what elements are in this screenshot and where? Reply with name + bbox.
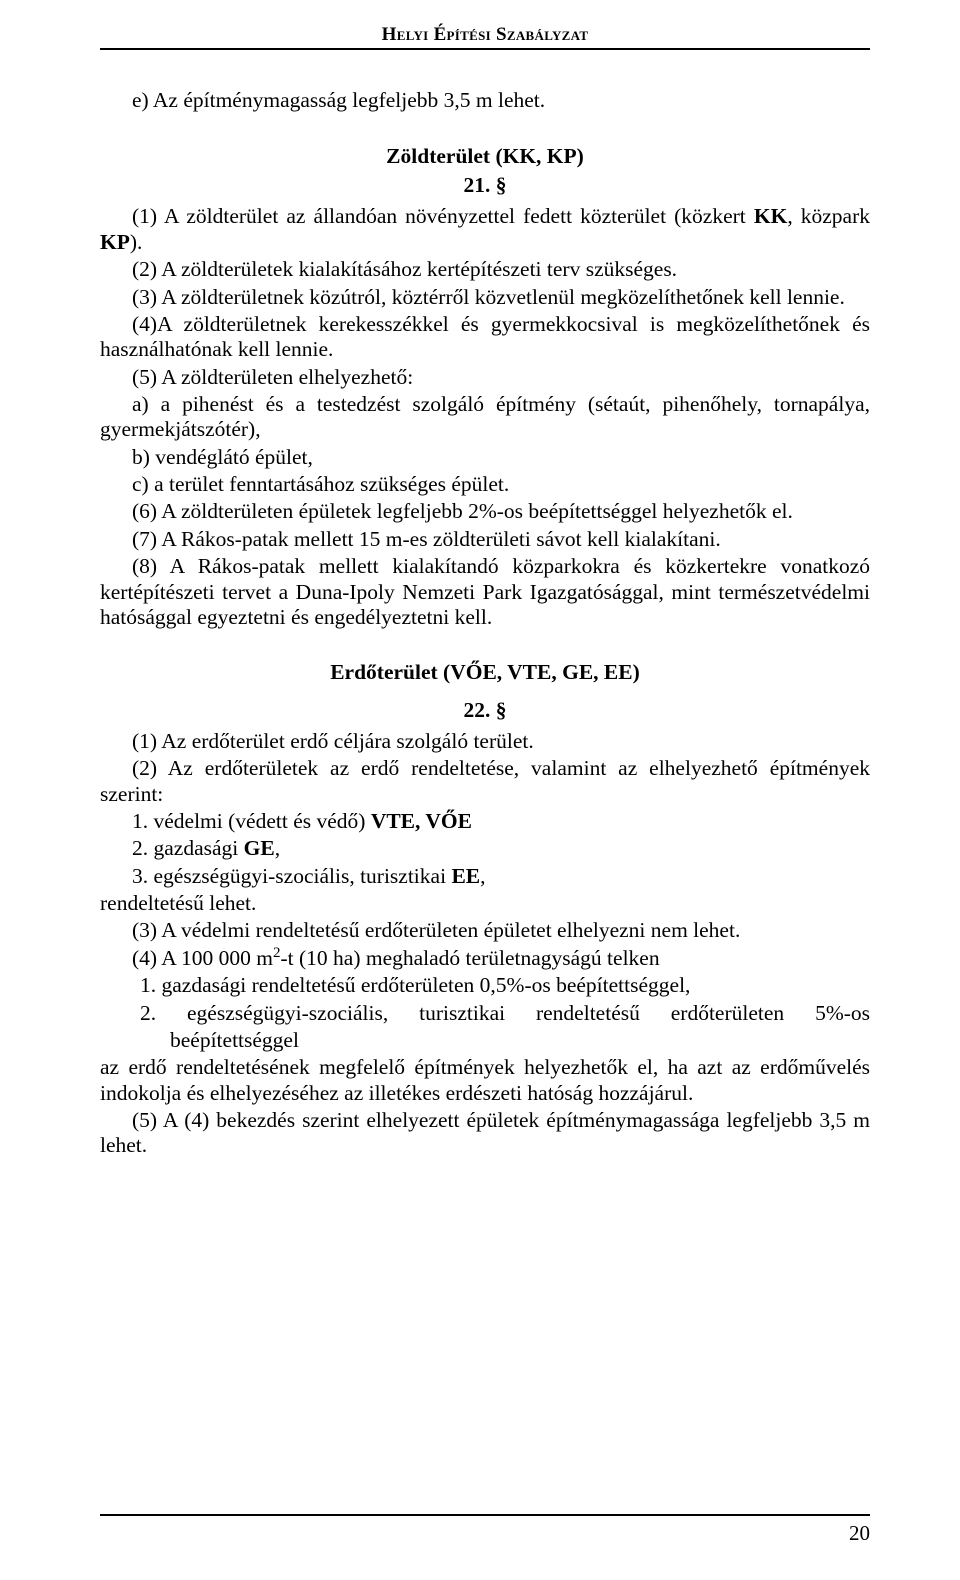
s22-heading: Erdőterület (VŐE, VTE, GE, EE) xyxy=(100,660,870,685)
s22-p4-post: -t (10 ha) meghaladó területnagyságú tel… xyxy=(280,946,659,970)
s22-p4-2d: erdőterületen xyxy=(671,1001,784,1025)
s21-p5: (5) A zöldterületen elhelyezhető: xyxy=(100,365,870,390)
s21-heading: Zöldterület (KK, KP) xyxy=(100,144,870,169)
s22-l2-pre: 2. gazdasági xyxy=(132,836,244,860)
s21-p1-mid: , közpark xyxy=(787,204,870,228)
s22-l3-pre: 3. egészségügyi-szociális, turisztikai xyxy=(132,864,451,888)
s22-p4-1: 1. gazdasági rendeltetésű erdőterületen … xyxy=(100,973,870,998)
s21-p1-b2: KP xyxy=(100,230,130,254)
s21-p1-pre: (1) A zöldterület az állandóan növényzet… xyxy=(132,204,754,228)
s21-p7: (7) A Rákos-patak mellett 15 m-es zöldte… xyxy=(100,527,870,552)
s21-p2: (2) A zöldterületek kialakításához kerté… xyxy=(100,257,870,282)
s22-p4-2b: turisztikai xyxy=(419,1001,505,1025)
s22-p4-2-line2: beépítettséggel xyxy=(100,1028,870,1053)
s22-l2-b: GE xyxy=(244,836,275,860)
s22-l3-b: EE xyxy=(451,864,480,888)
s21-p5c: c) a terület fenntartásához szükséges ép… xyxy=(100,472,870,497)
s22-p4-tail: az erdő rendeltetésének megfelelő építmé… xyxy=(100,1055,870,1106)
s22-p4-pre: (4) A 100 000 m xyxy=(132,946,273,970)
s21-number: 21. § xyxy=(100,173,870,198)
s21-p1-b1: KK xyxy=(754,204,787,228)
s22-l2-post: , xyxy=(275,836,280,860)
s21-p6: (6) A zöldterületen épületek legfeljebb … xyxy=(100,499,870,524)
s22-p4-2-line1: 2. egészségügyi-szociális, turisztikai r… xyxy=(100,1001,870,1026)
spacer xyxy=(100,632,870,654)
spacer xyxy=(100,690,870,698)
s22-p4-2e: 5%-os xyxy=(815,1001,870,1025)
s22-number: 22. § xyxy=(100,698,870,723)
running-header: Helyi Építési Szabályzat xyxy=(100,24,870,50)
s22-p5: (5) A (4) bekezdés szerint elhelyezett é… xyxy=(100,1108,870,1159)
s21-p1: (1) A zöldterület az állandóan növényzet… xyxy=(100,204,870,255)
s22-l2: 2. gazdasági GE, xyxy=(100,836,870,861)
s21-p4: (4)A zöldterületnek kerekesszékkel és gy… xyxy=(100,312,870,363)
s21-p1-post: ). xyxy=(130,230,143,254)
s22-p4: (4) A 100 000 m2-t (10 ha) meghaladó ter… xyxy=(100,946,870,971)
s22-l1: 1. védelmi (védett és védő) VTE, VŐE xyxy=(100,809,870,834)
s21-p8: (8) A Rákos-patak mellett kialakítandó k… xyxy=(100,554,870,630)
page-number: 20 xyxy=(849,1521,870,1546)
s22-p4-2c: rendeltetésű xyxy=(536,1001,640,1025)
s22-l3-post: , xyxy=(480,864,485,888)
s21-p5b: b) vendéglátó épület, xyxy=(100,445,870,470)
s22-l1-b: VTE, VŐE xyxy=(371,809,472,833)
s22-p4-2a: 2. egészségügyi-szociális, xyxy=(140,1001,388,1025)
s22-p2: (2) Az erdőterületek az erdő rendeltetés… xyxy=(100,756,870,807)
spacer xyxy=(100,116,870,138)
s21-item-e: e) Az építménymagasság legfeljebb 3,5 m … xyxy=(100,88,870,113)
s22-p2-tail: rendeltetésű lehet. xyxy=(100,891,870,916)
s22-p1: (1) Az erdőterület erdő céljára szolgáló… xyxy=(100,729,870,754)
s22-l3: 3. egészségügyi-szociális, turisztikai E… xyxy=(100,864,870,889)
page: Helyi Építési Szabályzat e) Az építménym… xyxy=(0,0,960,1580)
s22-l1-pre: 1. védelmi (védett és védő) xyxy=(132,809,371,833)
s22-p3: (3) A védelmi rendeltetésű erdőterületen… xyxy=(100,918,870,943)
s21-p3: (3) A zöldterületnek közútról, köztérről… xyxy=(100,285,870,310)
footer-rule xyxy=(100,1514,870,1516)
s21-p5a: a) a pihenést és a testedzést szolgáló é… xyxy=(100,392,870,443)
